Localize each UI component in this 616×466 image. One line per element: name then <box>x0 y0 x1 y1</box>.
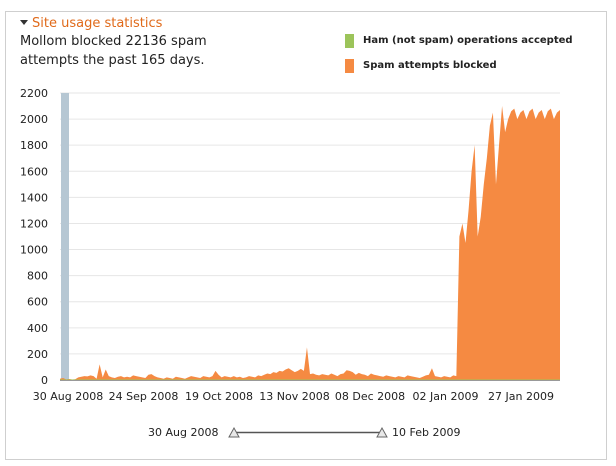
ham-legend-swatch <box>345 34 354 48</box>
date-range-slider[interactable] <box>228 426 388 438</box>
y-tick-label: 2000 <box>20 113 48 126</box>
spam-legend-swatch <box>345 59 354 73</box>
x-tick-label: 08 Dec 2008 <box>335 390 405 403</box>
x-tick-label: 27 Jan 2009 <box>488 390 554 403</box>
summary-line-1: Mollom blocked 22136 spam <box>20 34 207 49</box>
summary-line-2: attempts the past 165 days. <box>20 53 205 68</box>
x-tick-label: 13 Nov 2008 <box>259 390 329 403</box>
ham-legend-label: Ham (not spam) operations accepted <box>363 35 573 46</box>
y-tick-label: 400 <box>27 322 48 335</box>
y-tick-label: 1400 <box>20 191 48 204</box>
site-usage-panel: Site usage statistics <box>5 11 607 460</box>
spam-legend-label: Spam attempts blocked <box>363 60 497 71</box>
y-tick-label: 600 <box>27 296 48 309</box>
collapse-triangle-icon <box>20 20 28 25</box>
x-tick-label: 24 Sep 2008 <box>109 390 179 403</box>
x-tick-label: 02 Jan 2009 <box>413 390 479 403</box>
section-title: Site usage statistics <box>32 16 163 31</box>
y-tick-label: 1600 <box>20 165 48 178</box>
range-start-label: 30 Aug 2008 <box>148 426 219 439</box>
range-end-label: 10 Feb 2009 <box>392 426 461 439</box>
y-tick-label: 2200 <box>20 87 48 100</box>
y-tick-label: 1000 <box>20 244 48 257</box>
y-tick-label: 800 <box>27 270 48 283</box>
spam-series-area <box>60 106 560 381</box>
chart-side-bar <box>61 93 69 380</box>
section-toggle[interactable]: Site usage statistics <box>17 15 167 33</box>
x-tick-label: 19 Oct 2008 <box>185 390 253 403</box>
range-start-handle-icon[interactable] <box>228 426 240 438</box>
range-end-handle-icon[interactable] <box>376 426 388 438</box>
spam-summary: Mollom blocked 22136 spam attempts the p… <box>20 32 270 70</box>
y-tick-label: 0 <box>41 374 48 387</box>
x-tick-label: 30 Aug 2008 <box>33 390 103 403</box>
y-tick-label: 1200 <box>20 217 48 230</box>
y-tick-label: 200 <box>27 348 48 361</box>
y-tick-label: 1800 <box>20 139 48 152</box>
